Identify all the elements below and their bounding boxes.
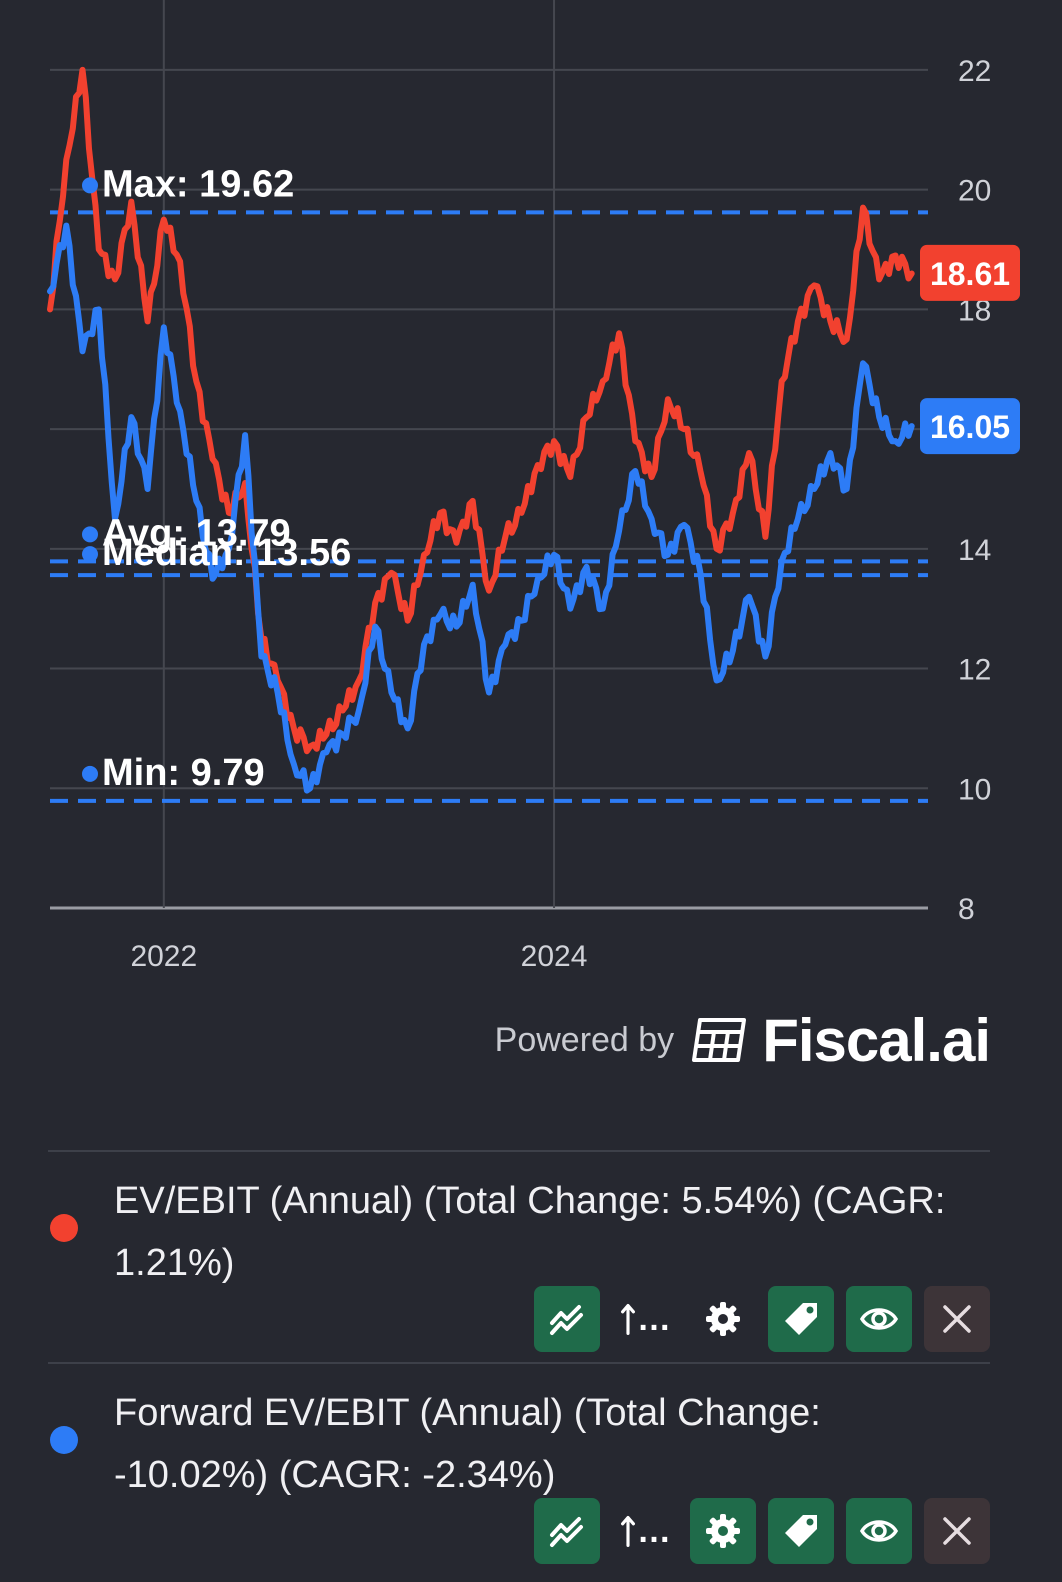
reference-label: Avg: 13.79	[102, 512, 291, 554]
close-button[interactable]	[924, 1498, 990, 1564]
gear-button[interactable]	[690, 1498, 756, 1564]
fiscal-logo-icon	[692, 1018, 747, 1062]
eye-icon	[859, 1511, 899, 1551]
x-tick-label: 2024	[521, 940, 588, 973]
value-badges: 18.61 16.05	[920, 244, 1020, 455]
reference-dot	[82, 177, 98, 194]
gear-icon	[703, 1511, 743, 1551]
trend-lines-button[interactable]	[534, 1286, 600, 1352]
y-tick-label: 8	[958, 893, 975, 926]
series-line-1	[47, 222, 915, 794]
reference-label: Max: 19.62	[102, 163, 294, 205]
reference-dot	[82, 526, 98, 543]
series-line-0	[47, 66, 915, 755]
current-value-label: 18.61	[930, 256, 1010, 292]
tag-icon	[781, 1299, 821, 1339]
series-color-dot	[50, 1426, 78, 1454]
legend-item-forward-ev-ebit: Forward EV/EBIT (Annual) (Total Change: …	[48, 1362, 990, 1582]
eye-button[interactable]	[846, 1498, 912, 1564]
axis-arrow-icon	[619, 1511, 637, 1551]
current-value-label: 16.05	[930, 409, 1010, 445]
trend-lines-icon	[547, 1511, 587, 1551]
trend-lines-icon	[547, 1299, 587, 1339]
series-controls: …	[534, 1498, 990, 1564]
chart-grid	[50, 0, 928, 910]
current-value-badge	[920, 244, 1020, 301]
ellipsis-text: …	[637, 1299, 671, 1338]
series-color-dot	[50, 1214, 78, 1242]
brand-name: Fiscal.ai	[762, 1006, 991, 1074]
series-lines	[47, 66, 915, 794]
trend-lines-button[interactable]	[534, 1498, 600, 1564]
y-tick-label: 14	[958, 534, 991, 567]
y-tick-label: 22	[958, 55, 991, 88]
reference-lines	[50, 210, 928, 803]
tag-button[interactable]	[768, 1498, 834, 1564]
x-axis: 2022 2024	[130, 940, 587, 973]
axis-arrow-button[interactable]: …	[612, 1498, 678, 1564]
series-controls: …	[534, 1286, 990, 1352]
reference-label: Median: 13.56	[102, 532, 351, 574]
legend-label: Forward EV/EBIT (Annual) (Total Change: …	[114, 1392, 821, 1496]
powered-by-branding: Powered by Fiscal.ai	[490, 1005, 991, 1075]
ellipsis-text: …	[637, 1511, 671, 1550]
close-icon	[937, 1511, 977, 1551]
eye-button[interactable]	[846, 1286, 912, 1352]
reference-dot	[82, 546, 98, 563]
x-tick-label: 2022	[130, 940, 197, 973]
reference-label: Min: 9.79	[102, 752, 265, 794]
axis-arrow-icon	[619, 1299, 637, 1339]
close-icon	[937, 1299, 977, 1339]
powered-by-text: Powered by	[494, 1020, 675, 1059]
y-tick-label: 10	[958, 773, 991, 806]
y-axis: 810121416182022	[958, 55, 991, 926]
gear-button[interactable]	[690, 1286, 756, 1352]
gear-icon	[703, 1299, 743, 1339]
legend-item-ev-ebit: EV/EBIT (Annual) (Total Change: 5.54%) (…	[48, 1150, 990, 1364]
y-tick-label: 20	[958, 175, 991, 208]
y-tick-label: 12	[958, 654, 991, 687]
tag-button[interactable]	[768, 1286, 834, 1352]
current-value-badge	[920, 398, 1020, 455]
tag-icon	[781, 1511, 821, 1551]
legend-label: EV/EBIT (Annual) (Total Change: 5.54%) (…	[114, 1180, 946, 1284]
eye-icon	[859, 1299, 899, 1339]
reference-dot	[82, 765, 98, 782]
axis-arrow-button[interactable]: …	[612, 1286, 678, 1352]
close-button[interactable]	[924, 1286, 990, 1352]
